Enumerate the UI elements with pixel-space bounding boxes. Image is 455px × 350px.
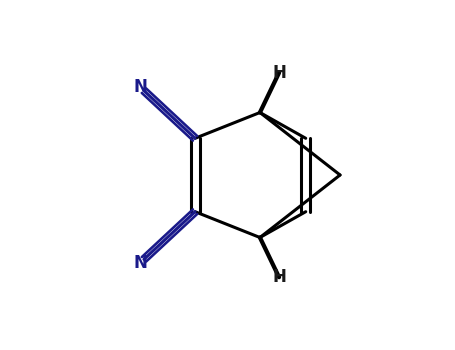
Text: H: H — [272, 64, 286, 82]
Text: H: H — [272, 268, 286, 286]
Text: N: N — [133, 78, 147, 96]
Text: N: N — [133, 254, 147, 272]
